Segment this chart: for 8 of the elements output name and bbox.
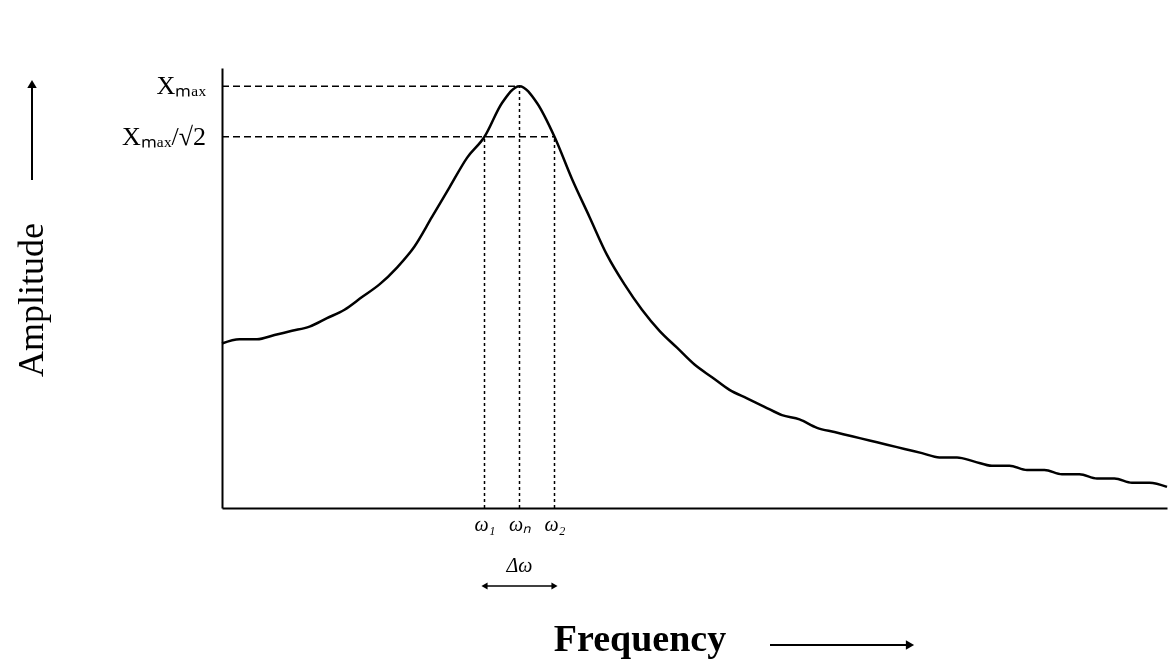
y-axis-title: Amplitude	[11, 223, 51, 377]
x-axis-title: Frequency	[553, 617, 727, 659]
x-tick-label: ωₙ	[508, 512, 532, 535]
x-tick-label: ω₁	[474, 512, 496, 535]
x-tick-label: ω₂	[544, 512, 566, 535]
text: Δω	[505, 554, 533, 576]
ref-line-label: Xₘₐₓ/√2	[122, 121, 206, 151]
ref-line-label: Xₘₐₓ	[156, 71, 207, 101]
